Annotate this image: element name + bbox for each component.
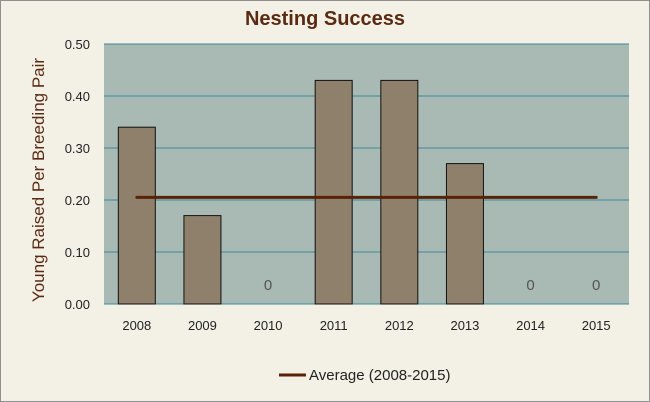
data-label: 0: [264, 277, 272, 294]
data-label: 0: [526, 277, 534, 294]
y-tick-label: 0.20: [65, 193, 90, 208]
plot-area: [104, 43, 629, 305]
y-tick-label: 0.40: [65, 89, 90, 104]
legend-label: Average (2008-2015): [309, 367, 451, 384]
x-tick-label: 2010: [254, 318, 283, 333]
x-tick-label: 2009: [188, 318, 217, 333]
chart-title: Nesting Success: [244, 8, 406, 30]
x-tick-label: 2008: [122, 318, 151, 333]
y-tick-label: 0.00: [65, 297, 90, 312]
bars: 0 0 0: [117, 79, 600, 305]
x-tick-label: 2015: [582, 318, 611, 333]
x-tick-label: 2013: [450, 318, 479, 333]
x-tick-label: 2011: [320, 318, 348, 333]
bar: [117, 126, 156, 305]
bar: [183, 215, 222, 305]
x-tick-label: 2012: [385, 318, 414, 333]
y-tick-label: 0.10: [65, 245, 90, 260]
x-tick-label: 2014: [516, 318, 545, 333]
y-tick-label: 0.30: [65, 141, 90, 156]
plot-background: [104, 44, 629, 304]
data-label: 0: [592, 277, 600, 294]
legend: Average (2008-2015): [279, 367, 451, 384]
axes: 0.00 0.10 0.20 0.30 0.40 0.50 Young Raised Per…: [29, 37, 611, 333]
bar: [314, 79, 353, 305]
bar: [445, 163, 484, 305]
y-tick-label: 0.50: [65, 37, 90, 52]
bar: [380, 79, 419, 305]
y-axis-label: Young Raised Per Breeding Pair: [29, 58, 48, 302]
